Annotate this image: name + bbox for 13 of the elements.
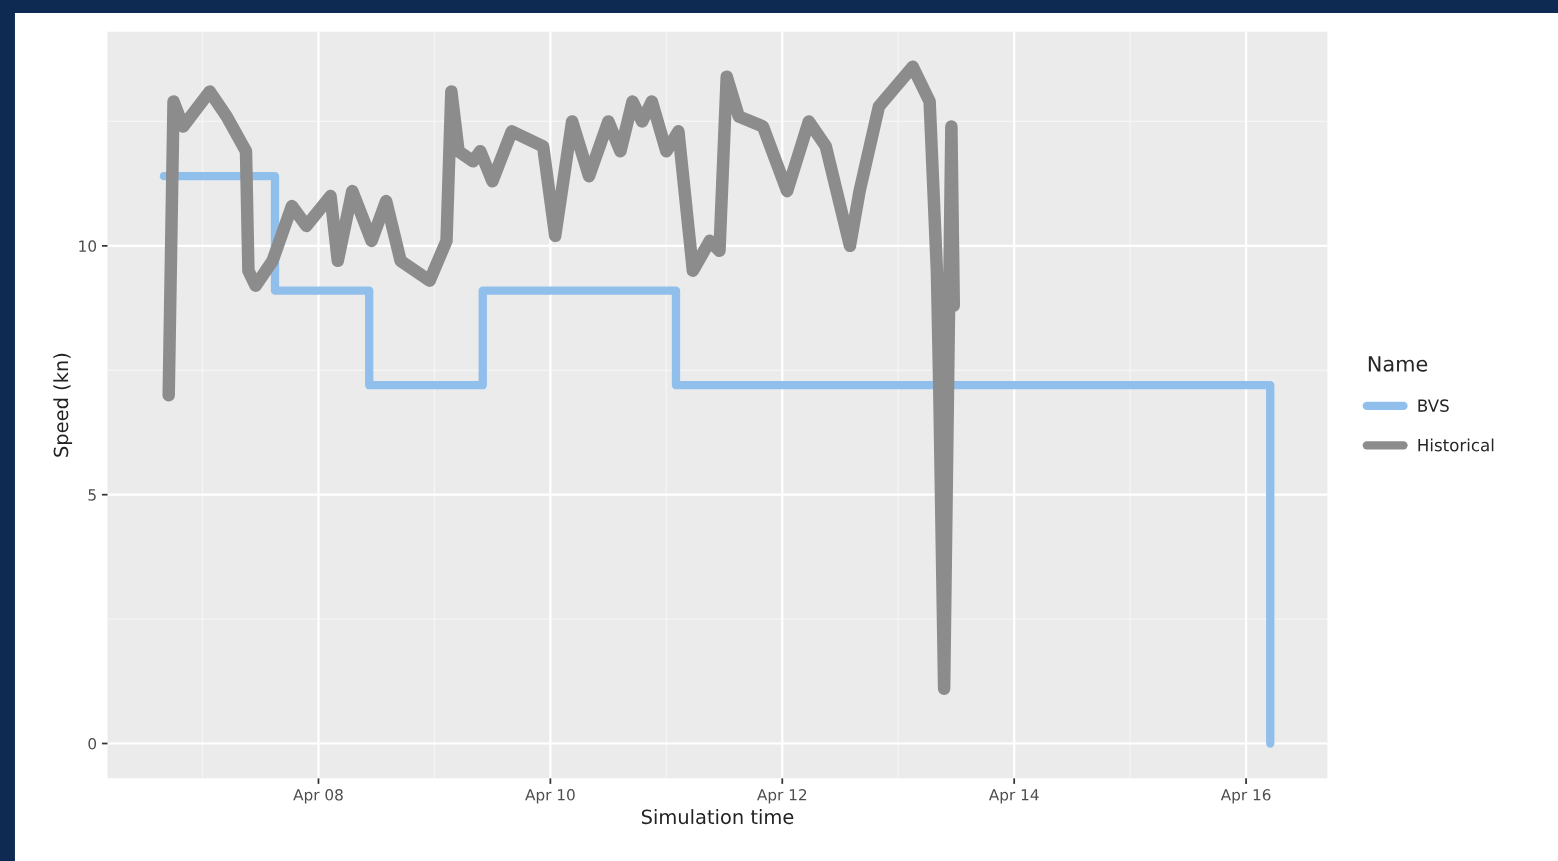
- y-tick-label: 10: [79, 240, 97, 252]
- x-tick-label: Apr 14: [988, 789, 1039, 804]
- legend-title: Name: [1368, 356, 1428, 372]
- x-tick-label: Apr 10: [525, 789, 575, 804]
- y-tick-label: 5: [88, 489, 96, 501]
- x-tick-label: Apr 16: [1220, 789, 1271, 804]
- y-tick-label: 0: [88, 737, 97, 750]
- legend-label: BVS: [1418, 399, 1449, 412]
- y-axis-title: Speed (kn): [53, 353, 73, 457]
- legend-label: Historical: [1418, 438, 1494, 452]
- x-tick-label: Apr 12: [757, 789, 807, 804]
- x-tick-label: Apr 08: [293, 789, 343, 804]
- x-axis-title: Simulation time: [641, 809, 794, 825]
